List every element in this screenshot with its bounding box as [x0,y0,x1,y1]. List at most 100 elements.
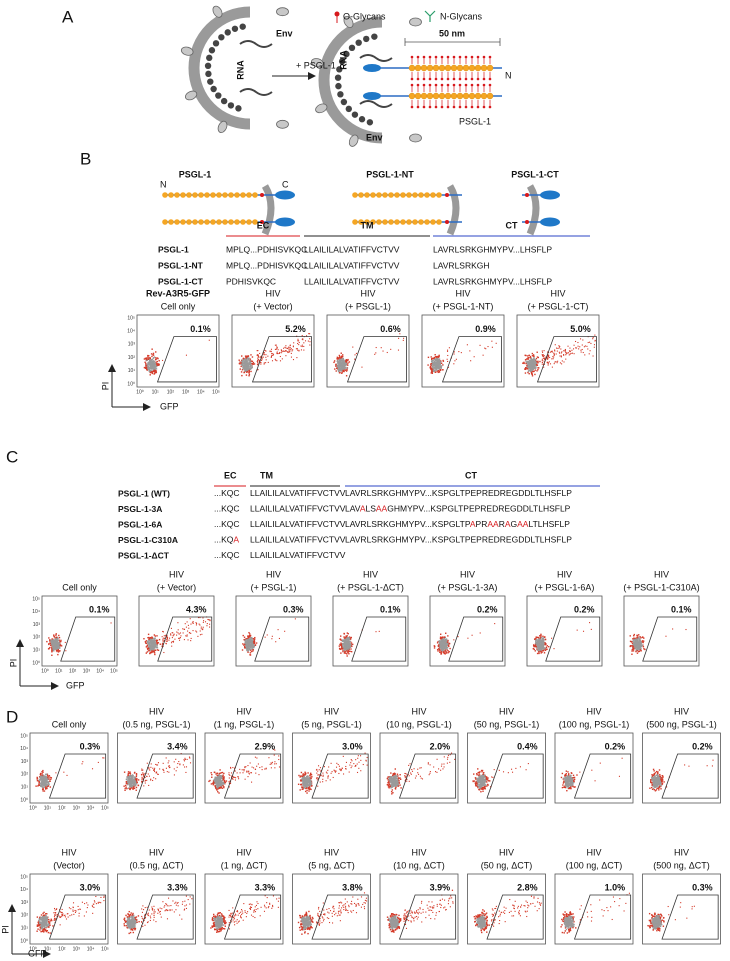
event [594,334,596,336]
event [134,784,136,786]
event [47,778,49,781]
event [151,637,153,639]
event [375,346,377,349]
event [241,355,243,357]
event [438,371,441,373]
event [530,357,533,360]
event [574,340,577,343]
event [41,780,44,783]
event [537,362,539,364]
event [156,364,159,367]
event [209,619,211,621]
event [146,651,149,653]
event [431,368,433,371]
event [192,630,194,632]
event [292,345,294,347]
event [177,629,179,631]
event [446,349,449,351]
event [154,770,156,773]
event [148,361,151,364]
event [639,639,641,641]
o-glycan [458,77,462,81]
event [446,645,448,648]
event [397,349,400,351]
event [148,368,150,370]
event [42,784,45,787]
event [154,368,156,370]
event-cloud [338,629,380,657]
event [484,347,486,349]
event [296,348,298,350]
event [275,348,277,351]
sequence-part: AA [517,519,529,529]
event [219,778,222,780]
event [444,636,447,638]
event [187,639,189,641]
event [148,646,150,648]
mucin-bead [240,192,246,198]
event [127,776,130,779]
event [470,360,472,362]
event [186,634,188,636]
event [339,356,341,358]
event [248,375,250,377]
event [535,637,537,640]
mucin-bead [420,92,428,100]
event [440,652,443,655]
event [544,643,546,646]
event [342,369,344,372]
mucin-bead [228,192,234,198]
event [153,769,155,772]
event [215,787,217,790]
event [51,642,53,645]
event [156,642,158,645]
event [35,785,37,787]
event [240,371,243,373]
event [141,768,143,770]
event [553,363,555,365]
event [542,357,545,359]
event [130,779,132,781]
event [291,350,293,352]
event [150,358,153,361]
event [537,649,540,651]
event [540,639,542,641]
event [44,782,46,785]
env-spike [348,134,359,147]
event [532,364,534,367]
event [491,346,493,348]
event [440,639,443,642]
event [347,649,349,652]
event [133,782,135,784]
event [635,649,637,652]
event [629,635,631,637]
event [633,637,635,639]
event [153,643,156,645]
event [55,639,57,641]
event [152,354,154,356]
event-cloud [208,748,281,794]
event [640,642,642,644]
event [527,365,529,368]
event [527,361,529,363]
event [308,333,310,335]
event [540,647,542,650]
event [221,781,224,784]
cys [445,220,449,224]
event [341,646,343,648]
sequence: LLAILILALVATIFFVCTVV [304,244,400,254]
event [145,359,148,362]
event [41,776,44,778]
event [184,758,186,761]
event [634,644,637,647]
event [537,644,539,646]
event [168,765,170,767]
event [541,641,543,643]
event [246,360,248,363]
plot-title: HIV [455,288,470,298]
event [547,351,549,353]
event [141,781,143,784]
event [149,636,152,639]
event [533,364,536,367]
event [537,367,539,369]
